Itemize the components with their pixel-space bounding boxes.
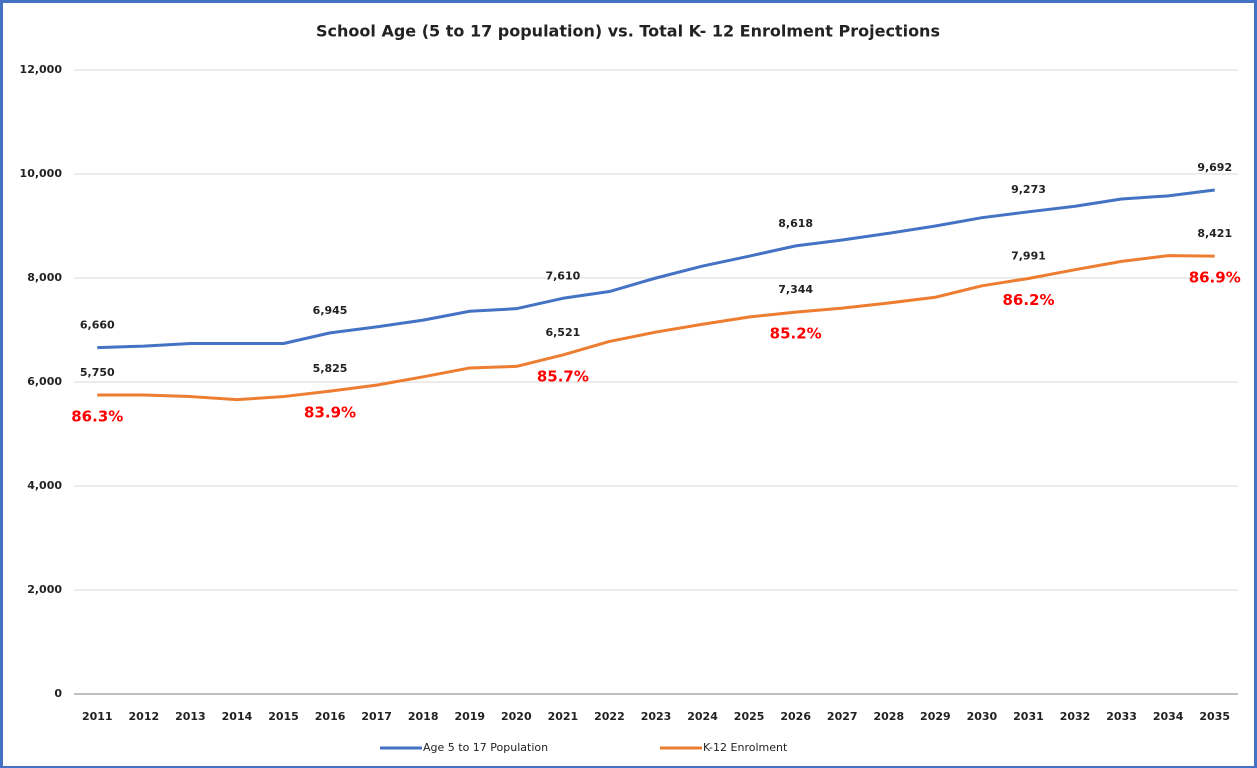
series-line — [97, 254, 1215, 402]
legend-label: K-12 Enrolment — [703, 741, 788, 754]
x-tick-label: 2026 — [780, 710, 811, 723]
annotation: 86.2% — [1002, 291, 1054, 309]
series-line — [97, 188, 1215, 350]
x-tick-label: 2014 — [222, 710, 253, 723]
annotation: 85.7% — [537, 367, 589, 385]
data-label: 5,750 — [80, 366, 115, 379]
annotation: 86.9% — [1189, 269, 1241, 287]
x-tick-label: 2020 — [501, 710, 532, 723]
x-tick-label: 2019 — [454, 710, 485, 723]
x-tick-label: 2018 — [408, 710, 439, 723]
x-tick-label: 2032 — [1060, 710, 1091, 723]
y-tick-label: 2,000 — [27, 583, 62, 596]
x-tick-label: 2021 — [548, 710, 579, 723]
x-tick-label: 2029 — [920, 710, 951, 723]
x-tick-label: 2031 — [1013, 710, 1044, 723]
y-tick-label: 6,000 — [27, 375, 62, 388]
data-label: 8,618 — [778, 217, 813, 230]
y-tick-label: 4,000 — [27, 479, 62, 492]
data-label: 9,692 — [1197, 161, 1232, 174]
x-tick-label: 2012 — [129, 710, 160, 723]
x-tick-label: 2024 — [687, 710, 718, 723]
y-tick-label: 0 — [54, 687, 62, 700]
x-tick-label: 2027 — [827, 710, 858, 723]
x-tick-label: 2017 — [361, 710, 392, 723]
x-tick-label: 2013 — [175, 710, 206, 723]
annotation: 83.9% — [304, 404, 356, 422]
data-label: 5,825 — [313, 362, 348, 375]
y-tick-label: 10,000 — [20, 167, 63, 180]
data-label: 6,945 — [313, 304, 348, 317]
y-tick-label: 12,000 — [20, 63, 63, 76]
data-label: 8,421 — [1197, 227, 1232, 240]
data-label: 9,273 — [1011, 183, 1046, 196]
x-tick-label: 2023 — [641, 710, 672, 723]
data-label: 6,521 — [545, 326, 580, 339]
x-tick-label: 2033 — [1106, 710, 1137, 723]
data-label: 6,660 — [80, 319, 115, 332]
y-tick-label: 8,000 — [27, 271, 62, 284]
x-tick-label: 2022 — [594, 710, 625, 723]
x-tick-label: 2015 — [268, 710, 299, 723]
x-tick-label: 2035 — [1199, 710, 1230, 723]
x-tick-label: 2016 — [315, 710, 346, 723]
data-label: 7,610 — [545, 269, 580, 282]
legend-label: Age 5 to 17 Population — [423, 741, 548, 754]
x-tick-label: 2028 — [873, 710, 904, 723]
x-tick-label: 2011 — [82, 710, 113, 723]
annotation: 85.2% — [770, 325, 822, 343]
annotation: 86.3% — [71, 408, 123, 426]
x-tick-label: 2030 — [967, 710, 998, 723]
x-tick-label: 2025 — [734, 710, 765, 723]
data-label: 7,991 — [1011, 249, 1046, 262]
data-label: 7,344 — [778, 283, 813, 296]
x-tick-label: 2034 — [1153, 710, 1184, 723]
chart-title: School Age (5 to 17 population) vs. Tota… — [316, 22, 940, 41]
